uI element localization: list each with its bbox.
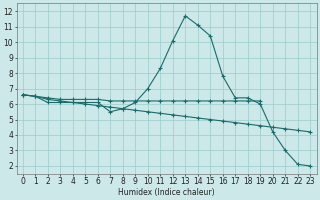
X-axis label: Humidex (Indice chaleur): Humidex (Indice chaleur) [118,188,215,197]
